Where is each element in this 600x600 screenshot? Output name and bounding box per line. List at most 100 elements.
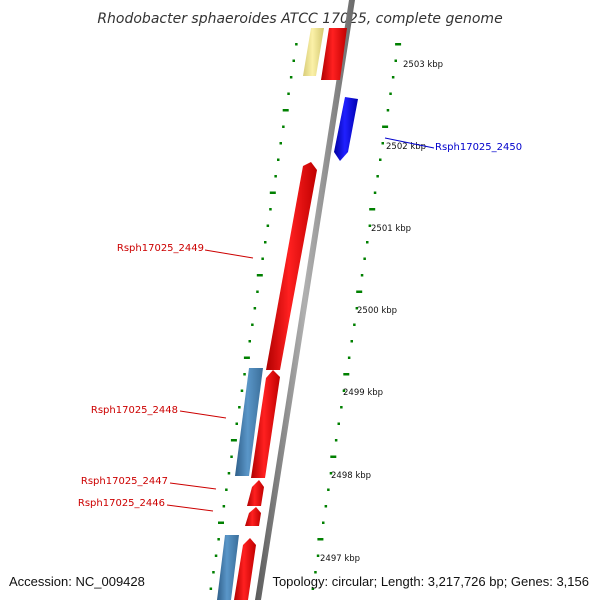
minor-tick [322, 521, 325, 524]
major-tick [369, 208, 376, 211]
minor-tick [222, 505, 226, 508]
minor-tick [376, 175, 379, 178]
minor-tick [282, 125, 285, 128]
minor-tick [261, 257, 264, 260]
minor-tick [235, 422, 238, 425]
cds-blue-rsph17025-2450 [334, 97, 358, 161]
minor-tick [230, 455, 233, 458]
major-tick [218, 521, 224, 524]
minor-tick [337, 422, 340, 425]
minor-tick [253, 307, 257, 310]
tick-label: 2498 kbp [331, 471, 371, 481]
minor-tick [353, 323, 356, 326]
minor-tick [381, 142, 384, 145]
minor-tick [311, 587, 315, 590]
minor-tick [386, 109, 390, 112]
cds-red-rsph17025-2448 [251, 370, 280, 478]
tick-label: 2497 kbp [320, 554, 360, 564]
minor-tick [340, 406, 343, 409]
genome-backbone [255, 0, 355, 600]
major-tick [282, 109, 289, 112]
minor-tick [209, 587, 213, 590]
minor-tick [292, 59, 295, 62]
minor-tick [238, 406, 241, 409]
minor-tick [389, 92, 392, 95]
minor-tick [368, 224, 372, 227]
minor-tick [316, 554, 320, 557]
map-title: Rhodobacter sphaeroides ATCC 17025, comp… [97, 11, 502, 27]
minor-tick [269, 208, 272, 211]
accession-text: Accession: NC_009428 [9, 574, 145, 589]
minor-tick [256, 290, 259, 293]
minor-tick [279, 142, 282, 145]
cds-red [321, 28, 347, 80]
minor-tick [373, 191, 377, 194]
tick-label: 2501 kbp [371, 224, 411, 234]
minor-tick [225, 488, 228, 491]
minor-tick [360, 274, 364, 277]
gene-label-rsph17025-2448[interactable]: Rsph17025_2448 [91, 405, 178, 416]
minor-tick [394, 59, 397, 62]
minor-tick [350, 340, 353, 343]
minor-tick [295, 43, 298, 46]
gene-label-rsph17025-2449[interactable]: Rsph17025_2449 [117, 243, 204, 254]
minor-tick [274, 175, 277, 178]
major-tick [382, 125, 389, 128]
minor-tick [277, 158, 280, 161]
minor-tick [212, 571, 215, 574]
feature-khaki [303, 28, 324, 76]
minor-tick [287, 92, 290, 95]
gene-label-rsph17025-2447[interactable]: Rsph17025_2447 [81, 476, 168, 487]
minor-tick [366, 241, 369, 244]
minor-tick [214, 554, 218, 557]
gene-leader-line [169, 482, 217, 490]
minor-tick [217, 538, 220, 541]
gene-label-rsph17025-2450[interactable]: Rsph17025_2450 [435, 142, 522, 153]
minor-tick [289, 76, 293, 79]
minor-tick [264, 241, 267, 244]
minor-tick [251, 323, 254, 326]
major-tick [317, 538, 324, 541]
minor-tick [240, 389, 244, 392]
gene-leader-line [204, 249, 254, 259]
minor-tick [363, 257, 366, 260]
cds-red [234, 538, 256, 600]
minor-tick [243, 373, 246, 376]
major-tick [395, 43, 402, 46]
minor-tick [227, 472, 231, 475]
major-tick [243, 356, 250, 359]
cds-red-rsph17025-2449 [266, 162, 317, 370]
feature-steelblue [235, 368, 263, 476]
topology-text: Topology: circular; Length: 3,217,726 bp… [272, 574, 589, 589]
major-tick [330, 455, 337, 458]
minor-tick [355, 307, 359, 310]
major-tick [230, 439, 237, 442]
major-tick [256, 274, 263, 277]
tick-label: 2499 kbp [343, 388, 383, 398]
minor-tick [248, 340, 251, 343]
minor-tick [327, 488, 330, 491]
gene-leader-line [166, 504, 214, 512]
minor-tick [324, 505, 328, 508]
minor-tick [329, 472, 333, 475]
gene-leader-line [384, 137, 435, 149]
outer-tick-track [311, 43, 402, 590]
minor-tick [334, 439, 338, 442]
tick-label: 2500 kbp [357, 306, 397, 316]
feature-steelblue [217, 535, 239, 600]
major-tick [356, 290, 363, 293]
cds-red-rsph17025-2447 [247, 480, 264, 506]
minor-tick [379, 158, 382, 161]
gene-leader-line [179, 410, 227, 419]
inner-tick-track [209, 43, 298, 590]
cds-red-rsph17025-2446 [245, 507, 261, 526]
major-tick [269, 191, 276, 194]
minor-tick [266, 224, 270, 227]
tick-label: 2503 kbp [403, 60, 443, 70]
gene-label-rsph17025-2446[interactable]: Rsph17025_2446 [78, 498, 165, 509]
minor-tick [342, 389, 346, 392]
tick-label: 2502 kbp [386, 142, 426, 152]
major-tick [343, 373, 350, 376]
minor-tick [391, 76, 395, 79]
